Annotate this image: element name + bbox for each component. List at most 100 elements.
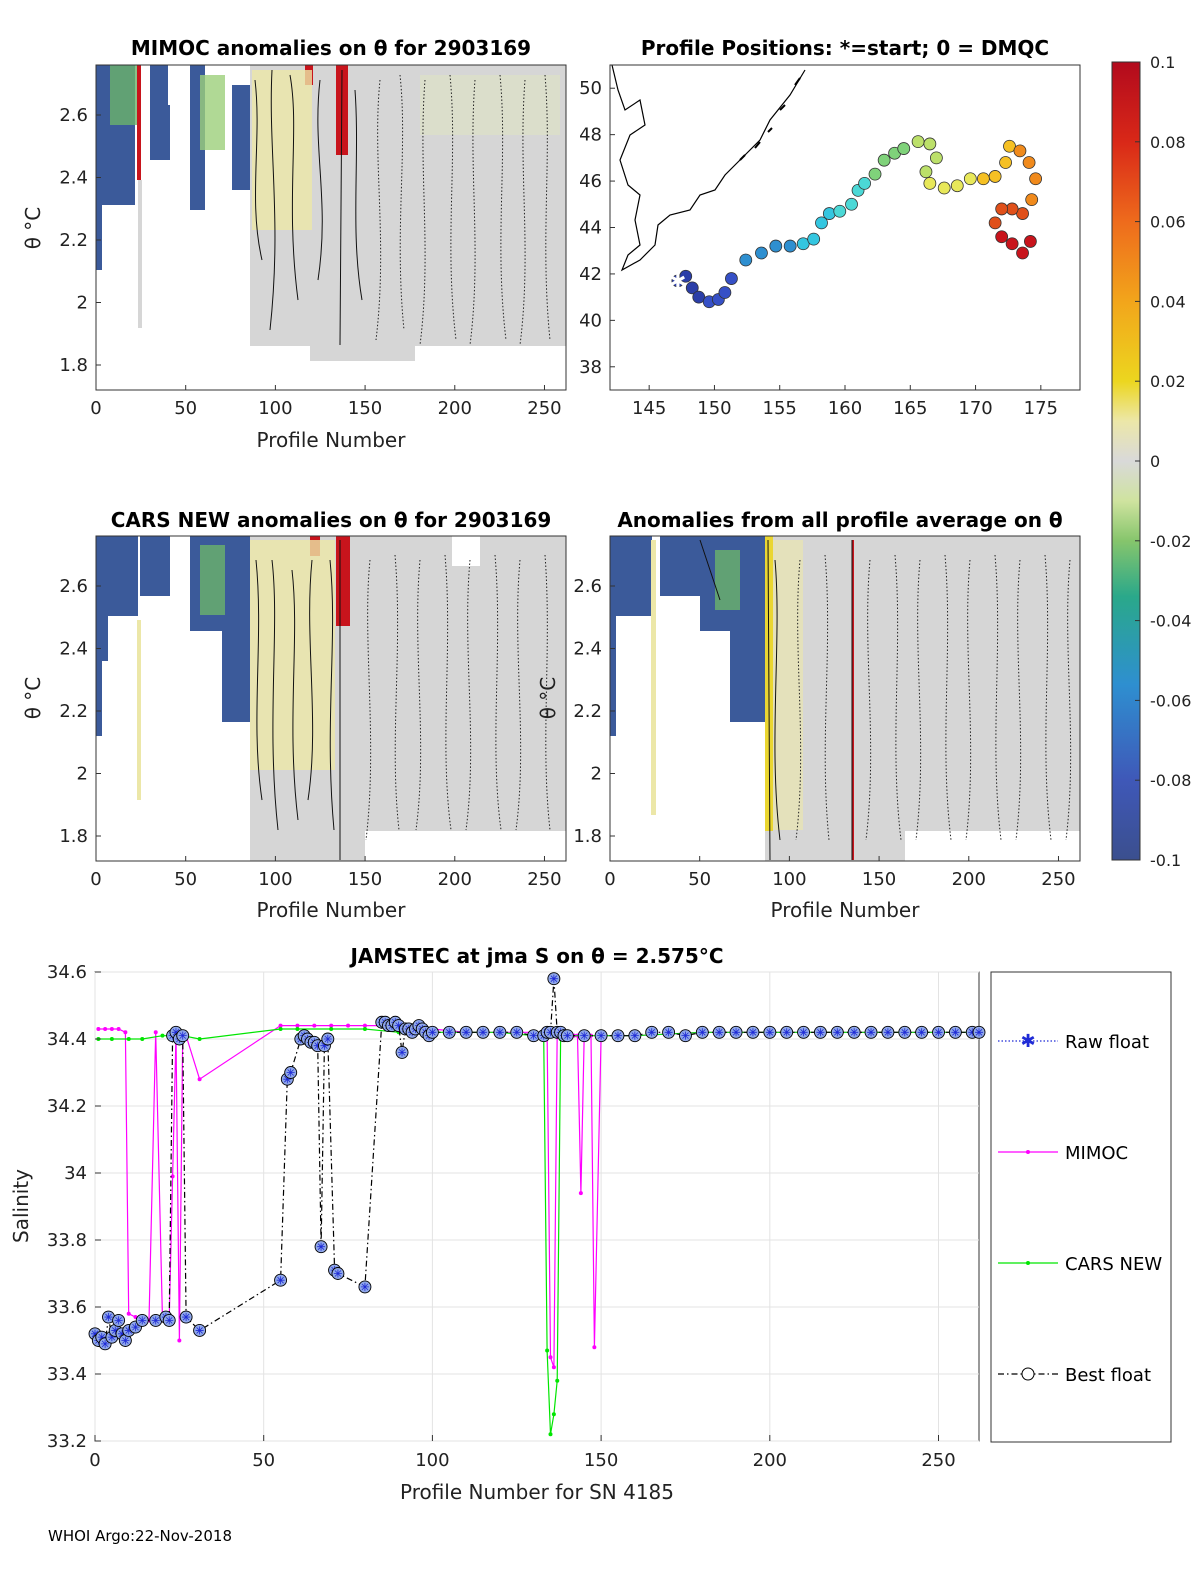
allavg-xtick-label: 100 xyxy=(772,869,806,890)
salinity-ytick-label: 33.8 xyxy=(47,1230,87,1251)
profile-position-point xyxy=(783,239,797,253)
profile-position-point xyxy=(963,172,977,186)
series-raw-float-point xyxy=(681,1031,690,1040)
profile-position-point xyxy=(1023,235,1037,248)
legend-mimoc-marker xyxy=(1026,1150,1030,1154)
colorbar-tick-label: -0.1 xyxy=(1150,851,1181,870)
series-raw-float-point xyxy=(195,1326,204,1335)
profile-position-point xyxy=(725,272,738,285)
profile-position-point xyxy=(755,246,768,260)
allavg-ytick-label: 2 xyxy=(591,764,602,785)
cars-cold-band-3 xyxy=(100,536,138,616)
series-raw-float-point xyxy=(883,1028,892,1037)
series-raw-float-point xyxy=(748,1028,757,1037)
series-cars-new-point xyxy=(126,1037,131,1041)
series-raw-float-point xyxy=(715,1028,724,1037)
mimoc-mid-band-2 xyxy=(200,75,225,150)
profile-position-point xyxy=(815,216,828,230)
series-raw-float-point xyxy=(462,1028,471,1037)
allavg-yellow-streak xyxy=(651,540,656,815)
positions-xtick-label: 150 xyxy=(697,398,731,419)
series-raw-float-point xyxy=(563,1031,572,1040)
series-mimoc-point xyxy=(278,1023,283,1028)
allavg-contours xyxy=(699,539,853,861)
profile-position-point xyxy=(1029,172,1043,186)
colorbar-tick-label: 0.02 xyxy=(1150,372,1186,391)
profile-position-point xyxy=(877,153,891,167)
series-cars-new-point xyxy=(555,1378,560,1383)
profile-position-point xyxy=(976,172,990,186)
series-raw-float-point xyxy=(445,1028,454,1037)
series-raw-float-point xyxy=(917,1028,926,1037)
series-raw-float-point xyxy=(333,1269,342,1278)
cars-xtick-label: 200 xyxy=(438,869,472,890)
series-mimoc-point xyxy=(329,1023,334,1028)
series-raw-float-point xyxy=(647,1028,656,1037)
legend-best-float: Best float xyxy=(998,1365,1151,1386)
series-cars-new-point xyxy=(551,1412,556,1417)
mimoc-panel: MIMOC anomalies on θ for 2903169 0 50 100 1 xyxy=(21,36,567,452)
series-raw-float-point xyxy=(320,1041,329,1050)
allavg-cold-band-1 xyxy=(610,536,652,616)
series-raw-float-point xyxy=(428,1028,437,1037)
salinity-ytick-label: 33.2 xyxy=(47,1431,87,1452)
series-raw-float-point xyxy=(114,1316,123,1325)
positions-panel: Profile Positions: *=start; 0 = DMQC ✱ 1… xyxy=(579,36,1081,419)
profile-position-point xyxy=(858,176,871,190)
profile-position-point xyxy=(950,179,964,193)
series-cars-new-point xyxy=(548,1432,553,1437)
series-raw-float-point xyxy=(816,1028,825,1037)
profile-position-point xyxy=(1005,237,1019,251)
profile-position-point xyxy=(718,286,732,299)
allavg-ylabel: θ °C xyxy=(536,677,560,720)
allavg-ytick-label: 1.8 xyxy=(573,826,602,847)
allavg-frame xyxy=(609,535,1081,862)
positions-ytick-label: 46 xyxy=(579,171,602,192)
legend-cars-label: CARS NEW xyxy=(1065,1254,1162,1275)
salinity-xtick-label: 200 xyxy=(753,1450,787,1471)
mimoc-frame xyxy=(95,64,567,391)
series-raw-float-point xyxy=(630,1031,639,1040)
series-raw-float-point xyxy=(495,1028,504,1037)
series-mimoc-point xyxy=(109,1026,114,1031)
profile-position-point xyxy=(822,207,836,220)
series-raw-float-point xyxy=(732,1028,741,1037)
series-cars-new-point xyxy=(197,1037,202,1041)
profile-position-point xyxy=(1016,207,1029,220)
series-raw-float-point xyxy=(398,1048,407,1057)
legend-box xyxy=(990,971,1172,1443)
legend-cars-marker xyxy=(1026,1261,1030,1265)
positions-xtick-label: 145 xyxy=(632,398,666,419)
salinity-xtick-label: 50 xyxy=(252,1450,275,1471)
series-raw-float-point xyxy=(850,1028,859,1037)
mimoc-ylabel: θ °C xyxy=(21,207,45,250)
salinity-xtick-label: 150 xyxy=(584,1450,618,1471)
series-mimoc-point xyxy=(592,1345,597,1350)
cars-ytick-label: 2.6 xyxy=(59,576,88,597)
allavg-xtick-label: 200 xyxy=(952,869,986,890)
profile-position-point xyxy=(923,176,937,190)
series-raw-float-point xyxy=(182,1313,191,1322)
legend-mimoc: MIMOC xyxy=(998,1143,1128,1164)
allavg-ytick-label: 2.2 xyxy=(573,701,602,722)
allavg-red-line xyxy=(852,540,854,860)
mimoc-cold-band-6 xyxy=(232,65,250,190)
profile-position-point xyxy=(911,135,925,149)
series-mimoc-point xyxy=(103,1026,108,1031)
mimoc-xlabel: Profile Number xyxy=(257,428,407,452)
allavg-ytick-label: 2.4 xyxy=(573,639,602,660)
profile-position-point xyxy=(995,202,1009,216)
salinity-title: JAMSTEC at jma S on θ = 2.575°C xyxy=(348,944,723,968)
series-raw-float-point xyxy=(91,1329,99,1338)
series-raw-float-point xyxy=(178,1031,187,1040)
series-raw-float-point xyxy=(975,1028,983,1037)
series-raw-float-point xyxy=(286,1068,295,1077)
series-raw-float-point xyxy=(698,1028,707,1037)
series-raw-float-point xyxy=(101,1339,110,1348)
salinity-xlabel: Profile Number for SN 4185 xyxy=(400,1480,674,1504)
profile-position-point xyxy=(937,181,951,195)
series-raw-float-point xyxy=(549,974,558,983)
series-mimoc-point xyxy=(197,1077,202,1082)
mimoc-ytick-label: 1.8 xyxy=(59,355,88,376)
series-mimoc-point xyxy=(362,1023,367,1028)
